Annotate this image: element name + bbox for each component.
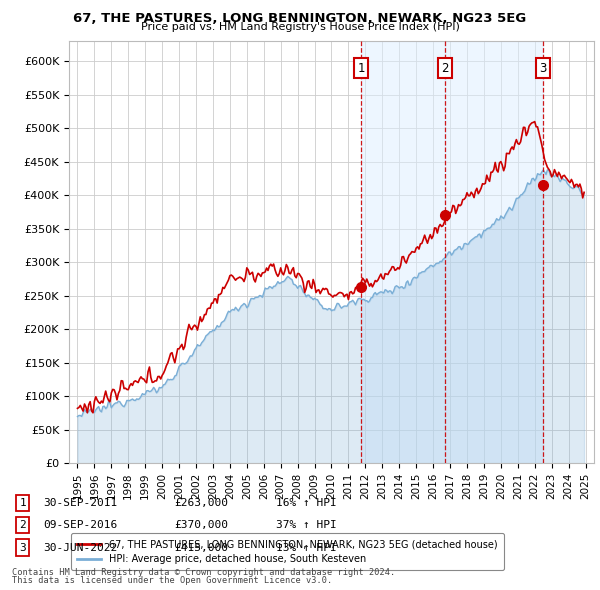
Text: 2: 2 bbox=[441, 61, 449, 74]
Text: 3: 3 bbox=[539, 61, 547, 74]
Text: 13% ↑ HPI: 13% ↑ HPI bbox=[276, 543, 337, 552]
Text: 67, THE PASTURES, LONG BENNINGTON, NEWARK, NG23 5EG: 67, THE PASTURES, LONG BENNINGTON, NEWAR… bbox=[73, 12, 527, 25]
Text: Price paid vs. HM Land Registry's House Price Index (HPI): Price paid vs. HM Land Registry's House … bbox=[140, 22, 460, 32]
Text: 37% ↑ HPI: 37% ↑ HPI bbox=[276, 520, 337, 530]
Text: 1: 1 bbox=[19, 498, 26, 507]
Text: 09-SEP-2016: 09-SEP-2016 bbox=[43, 520, 118, 530]
Text: 2: 2 bbox=[19, 520, 26, 530]
Text: 30-JUN-2022: 30-JUN-2022 bbox=[43, 543, 118, 552]
Text: 30-SEP-2011: 30-SEP-2011 bbox=[43, 498, 118, 507]
Text: 3: 3 bbox=[19, 543, 26, 552]
Text: £415,000: £415,000 bbox=[174, 543, 228, 552]
Text: £370,000: £370,000 bbox=[174, 520, 228, 530]
Text: Contains HM Land Registry data © Crown copyright and database right 2024.: Contains HM Land Registry data © Crown c… bbox=[12, 568, 395, 577]
Text: 16% ↑ HPI: 16% ↑ HPI bbox=[276, 498, 337, 507]
Text: £263,000: £263,000 bbox=[174, 498, 228, 507]
Legend: 67, THE PASTURES, LONG BENNINGTON, NEWARK, NG23 5EG (detached house), HPI: Avera: 67, THE PASTURES, LONG BENNINGTON, NEWAR… bbox=[71, 533, 503, 570]
Bar bbox=[361, 41, 445, 463]
Text: 1: 1 bbox=[358, 61, 365, 74]
Text: This data is licensed under the Open Government Licence v3.0.: This data is licensed under the Open Gov… bbox=[12, 576, 332, 585]
Bar bbox=[445, 41, 543, 463]
